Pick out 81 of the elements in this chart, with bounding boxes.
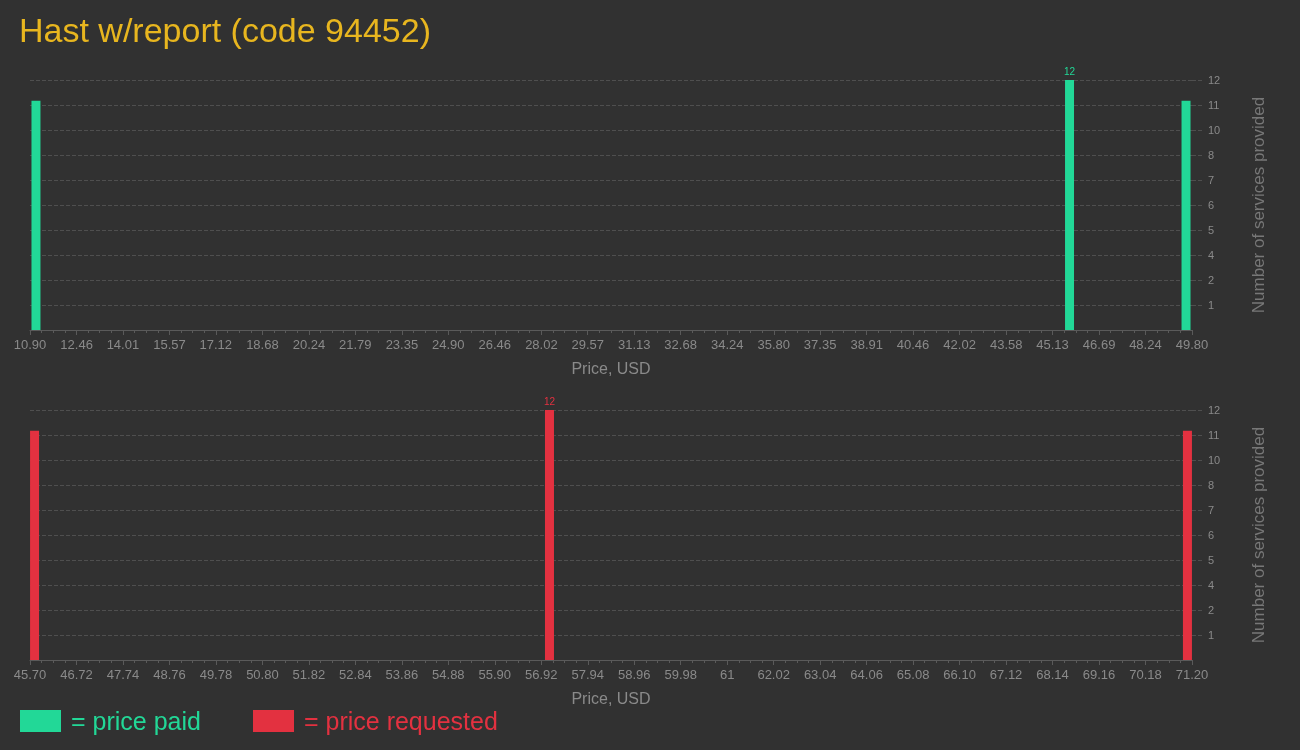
x-tick-label: 42.02 — [943, 337, 976, 352]
y-tick-label: 1 — [1208, 299, 1215, 311]
y-tick-label: 7 — [1208, 504, 1215, 516]
y-tick-label: 7 — [1208, 174, 1215, 186]
x-tick-label: 49.80 — [1175, 337, 1209, 352]
x-tick-label: 40.46 — [896, 337, 930, 352]
y-tick-label: 2 — [1208, 274, 1215, 286]
x-tick-label: 47.74 — [106, 667, 140, 682]
x-tick-label: 43.58 — [989, 337, 1023, 352]
x-tick-label: 61 — [719, 667, 735, 682]
x-tick-label: 26.46 — [478, 337, 512, 352]
x-axis-title: Price, USD — [571, 359, 651, 377]
x-tick-label: 17.12 — [199, 337, 233, 352]
y-tick-label: 2 — [1208, 604, 1215, 616]
x-tick-label: 34.24 — [710, 337, 744, 352]
y-tick-label: 5 — [1208, 224, 1215, 236]
x-tick-label: 45.70 — [13, 667, 47, 682]
x-tick-label: 15.57 — [153, 337, 186, 352]
x-tick-label: 69.16 — [1082, 667, 1116, 682]
y-tick-label: 11 — [1208, 429, 1220, 441]
x-tick-label: 46.72 — [60, 667, 93, 682]
y-tick-label: 4 — [1208, 249, 1215, 261]
x-tick-label: 66.10 — [943, 667, 976, 682]
x-tick-label: 70.18 — [1129, 667, 1162, 682]
x-tick-label: 10.90 — [13, 337, 47, 352]
x-tick-label: 64.06 — [850, 667, 883, 682]
y-tick-label: 8 — [1208, 149, 1215, 161]
x-tick-label: 49.78 — [199, 667, 233, 682]
x-tick-label: 59.98 — [664, 667, 697, 682]
x-tick-label: 37.35 — [803, 337, 837, 352]
x-tick-label: 62.02 — [757, 667, 790, 682]
y-tick-label: 6 — [1208, 199, 1215, 211]
x-tick-label: 53.86 — [385, 667, 419, 682]
y-tick-label: 10 — [1208, 454, 1221, 466]
x-tick-label: 23.35 — [385, 337, 419, 352]
x-tick-label: 54.88 — [432, 667, 465, 682]
y-tick-label: 4 — [1208, 579, 1215, 591]
chart-title: Hast w/report (code 94452) — [19, 11, 431, 49]
x-tick-label: 65.08 — [896, 667, 930, 682]
x-tick-label: 51.82 — [292, 667, 326, 682]
x-tick-label: 55.90 — [478, 667, 512, 682]
y-tick-label: 8 — [1208, 479, 1215, 491]
x-tick-label: 56.92 — [525, 667, 558, 682]
data-label: 12 — [1063, 65, 1076, 77]
y-tick-label: 10 — [1208, 124, 1221, 136]
y-tick-label: 12 — [1208, 74, 1221, 86]
legend-label: = price paid — [71, 706, 201, 736]
x-tick-label: 71.20 — [1175, 667, 1209, 682]
x-axis-title: Price, USD — [571, 689, 651, 707]
x-tick-label: 14.01 — [106, 337, 140, 352]
x-tick-label: 20.24 — [292, 337, 326, 352]
y-tick-label: 6 — [1208, 529, 1215, 541]
x-tick-label: 48.24 — [1129, 337, 1162, 352]
data-label: 12 — [543, 395, 556, 407]
x-tick-label: 52.84 — [339, 667, 372, 682]
y-axis-title: Number of services provided — [1249, 96, 1268, 314]
x-tick-label: 46.69 — [1082, 337, 1116, 352]
x-tick-label: 57.94 — [571, 667, 605, 682]
y-tick-label: 1 — [1208, 629, 1215, 641]
x-tick-label: 35.80 — [757, 337, 791, 352]
x-tick-label: 24.90 — [431, 337, 465, 352]
x-tick-label: 58.96 — [617, 667, 651, 682]
x-tick-label: 68.14 — [1036, 667, 1069, 682]
x-tick-label: 45.13 — [1036, 337, 1069, 352]
x-tick-label: 18.68 — [246, 337, 279, 352]
y-axis-title: Number of services provided — [1249, 426, 1268, 644]
x-tick-label: 50.80 — [246, 667, 279, 682]
x-tick-label: 21.79 — [339, 337, 372, 352]
legend-label: = price requested — [303, 706, 498, 736]
x-tick-label: 67.12 — [989, 667, 1023, 682]
x-tick-label: 29.57 — [571, 337, 604, 352]
x-tick-label: 12.46 — [60, 337, 93, 352]
x-tick-label: 28.02 — [525, 337, 558, 352]
y-tick-label: 5 — [1208, 554, 1215, 566]
x-tick-label: 31.13 — [618, 337, 651, 352]
x-tick-label: 63.04 — [803, 667, 837, 682]
x-tick-label: 32.68 — [664, 337, 697, 352]
x-tick-label: 38.91 — [850, 337, 883, 352]
y-tick-label: 11 — [1208, 99, 1220, 111]
y-tick-label: 12 — [1208, 404, 1221, 416]
x-tick-label: 48.76 — [153, 667, 186, 682]
